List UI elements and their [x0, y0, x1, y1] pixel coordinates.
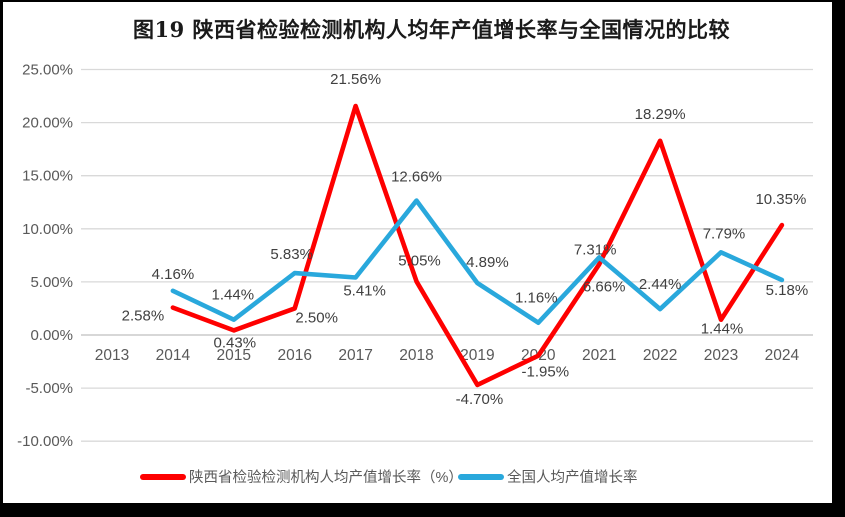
x-tick-label-2019: 2019 [460, 347, 494, 364]
data-label-national-2023: 7.79% [703, 225, 746, 242]
data-label-national-2016: 5.83% [270, 246, 313, 263]
y-tick-label: 15.00% [22, 168, 73, 185]
x-tick-label-2023: 2023 [704, 347, 738, 364]
legend-label-shaanxi: 陕西省检验检测机构人均产值增长率（%） [189, 469, 463, 486]
data-label-shaanxi-2017: 21.56% [330, 71, 381, 88]
data-label-shaanxi-2016: 2.50% [295, 309, 338, 326]
data-label-shaanxi-2018: 5.05% [398, 252, 441, 269]
data-label-shaanxi-2022: 18.29% [635, 106, 686, 123]
data-label-national-2018: 12.66% [391, 169, 442, 186]
data-label-shaanxi-2020: -1.95% [522, 364, 570, 381]
chart-canvas: 图19 陕西省检验检测机构人均年产值增长率与全国情况的比较 [3, 2, 832, 503]
x-tick-label-2021: 2021 [582, 347, 616, 364]
y-tick-label: 5.00% [30, 274, 73, 291]
x-tick-label-2022: 2022 [643, 347, 677, 364]
data-label-national-2014: 4.16% [152, 266, 195, 283]
x-tick-label-2014: 2014 [156, 347, 191, 364]
x-tick-label-2015: 2015 [217, 347, 251, 364]
data-label-shaanxi-2014: 2.58% [122, 308, 165, 325]
series-line-national [170, 198, 785, 326]
data-label-shaanxi-2019: -4.70% [456, 391, 504, 408]
y-tick-label: 10.00% [22, 221, 73, 238]
data-label-national-2019: 4.89% [466, 254, 509, 271]
y-tick-label: 20.00% [22, 115, 73, 132]
y-tick-label: -5.00% [25, 380, 73, 397]
chart-title: 图19 陕西省检验检测机构人均年产值增长率与全国情况的比较 [132, 17, 731, 42]
data-label-shaanxi-2021: 6.66% [583, 278, 626, 295]
data-label-shaanxi-2023: 1.44% [701, 321, 744, 338]
data-label-national-2021: 7.31% [574, 241, 617, 258]
x-tick-label-2018: 2018 [399, 347, 433, 364]
data-label-shaanxi-2024: 10.35% [755, 191, 806, 208]
x-tick-label-2016: 2016 [277, 347, 311, 364]
legend-label-national: 全国人均产值增长率 [507, 468, 638, 486]
data-label-shaanxi-2015: 0.43% [214, 334, 257, 351]
y-tick-label: 25.00% [22, 62, 73, 79]
x-tick-label-2024: 2024 [765, 347, 800, 364]
data-label-national-2017: 5.41% [343, 283, 386, 300]
y-tick-label: 0.00% [30, 327, 73, 344]
y-tick-label: -10.00% [17, 433, 73, 450]
x-tick-label-2017: 2017 [338, 347, 372, 364]
series-line-shaanxi [170, 103, 785, 388]
data-label-national-2015: 1.44% [212, 287, 255, 304]
data-label-national-2020: 1.16% [515, 290, 558, 307]
x-tick-label-2013: 2013 [95, 347, 129, 364]
data-label-national-2024: 5.18% [766, 282, 809, 299]
data-label-national-2022: 2.44% [639, 276, 682, 293]
